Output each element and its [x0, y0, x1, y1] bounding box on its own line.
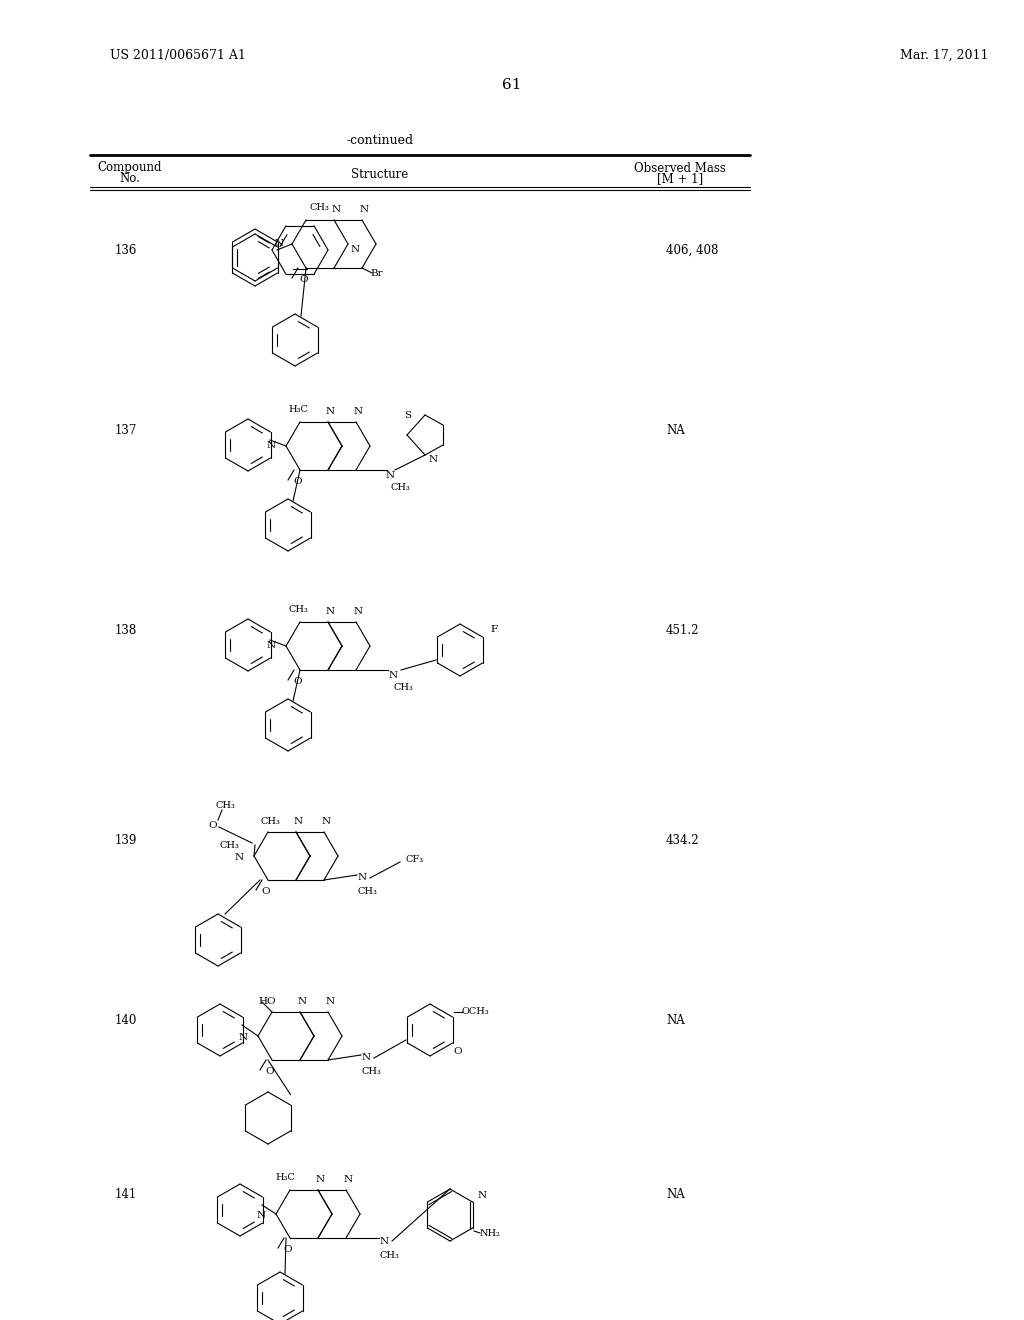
- Text: US 2011/0065671 A1: US 2011/0065671 A1: [110, 49, 246, 62]
- Text: CH₃: CH₃: [361, 1068, 381, 1077]
- Text: N: N: [353, 607, 362, 616]
- Text: F: F: [490, 626, 497, 635]
- Text: N: N: [322, 817, 331, 826]
- Text: 61: 61: [502, 78, 522, 92]
- Text: OCH₃: OCH₃: [462, 1007, 489, 1016]
- Text: N: N: [428, 455, 437, 465]
- Text: Compound: Compound: [97, 161, 162, 174]
- Text: Observed Mass: Observed Mass: [634, 161, 726, 174]
- Text: N: N: [380, 1237, 388, 1246]
- Text: N: N: [326, 998, 335, 1006]
- Text: 451.2: 451.2: [666, 623, 699, 636]
- Text: N: N: [326, 607, 335, 616]
- Text: CH₃: CH₃: [260, 817, 280, 826]
- Text: CH₃: CH₃: [390, 483, 410, 492]
- Text: 136: 136: [115, 243, 137, 256]
- Text: N: N: [315, 1176, 325, 1184]
- Text: O: O: [208, 821, 217, 829]
- Text: 406, 408: 406, 408: [666, 243, 719, 256]
- Text: CH₃: CH₃: [215, 800, 234, 809]
- Text: Mar. 17, 2011: Mar. 17, 2011: [900, 49, 988, 62]
- Text: O: O: [300, 276, 308, 285]
- Text: [M + 1]: [M + 1]: [657, 173, 703, 186]
- Text: O: O: [294, 677, 302, 686]
- Text: N: N: [297, 998, 306, 1006]
- Text: 140: 140: [115, 1014, 137, 1027]
- Text: O: O: [294, 478, 302, 487]
- Text: N: N: [257, 1212, 266, 1221]
- Text: N: N: [385, 470, 394, 479]
- Text: NH₂: NH₂: [480, 1229, 501, 1238]
- Text: S: S: [403, 411, 411, 420]
- Text: O: O: [262, 887, 270, 896]
- Text: 434.2: 434.2: [666, 833, 699, 846]
- Text: H₃C: H₃C: [275, 1173, 295, 1183]
- Text: N: N: [361, 1053, 371, 1063]
- Text: NA: NA: [666, 1014, 685, 1027]
- Text: CH₃: CH₃: [357, 887, 377, 896]
- Text: N: N: [351, 244, 360, 253]
- Text: CH₃: CH₃: [309, 203, 329, 213]
- Text: NA: NA: [666, 1188, 685, 1201]
- Text: N: N: [332, 206, 341, 214]
- Text: N: N: [239, 1034, 248, 1043]
- Text: N: N: [326, 408, 335, 417]
- Text: N: N: [234, 854, 244, 862]
- Text: CH₃: CH₃: [379, 1250, 399, 1259]
- Text: N: N: [478, 1191, 487, 1200]
- Text: N: N: [274, 239, 284, 248]
- Text: 137: 137: [115, 424, 137, 437]
- Text: CH₃: CH₃: [393, 684, 413, 693]
- Text: N: N: [294, 817, 302, 826]
- Text: HO: HO: [258, 998, 275, 1006]
- Text: NA: NA: [666, 424, 685, 437]
- Text: 141: 141: [115, 1188, 137, 1201]
- Text: N: N: [353, 408, 362, 417]
- Text: O: O: [454, 1048, 462, 1056]
- Text: -continued: -continued: [346, 133, 414, 147]
- Text: O: O: [265, 1068, 274, 1077]
- Text: 139: 139: [115, 833, 137, 846]
- Text: CH₃: CH₃: [288, 606, 308, 615]
- Text: CF₃: CF₃: [406, 855, 423, 865]
- Text: Br: Br: [370, 268, 383, 277]
- Text: N: N: [388, 671, 397, 680]
- Text: N: N: [267, 441, 276, 450]
- Text: H₃C: H₃C: [288, 405, 308, 414]
- Text: N: N: [359, 206, 369, 214]
- Text: N: N: [267, 642, 276, 651]
- Text: Structure: Structure: [351, 168, 409, 181]
- Text: CH₃: CH₃: [220, 841, 240, 850]
- Text: No.: No.: [120, 173, 140, 186]
- Text: N: N: [343, 1176, 352, 1184]
- Text: O: O: [284, 1246, 292, 1254]
- Text: 138: 138: [115, 623, 137, 636]
- Text: N: N: [357, 874, 367, 883]
